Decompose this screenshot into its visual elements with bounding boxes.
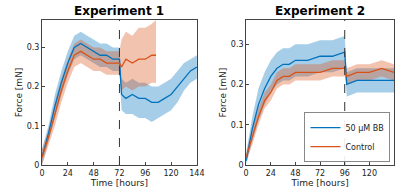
- svg-text:Time [hours]: Time [hours]: [90, 178, 148, 188]
- svg-text:0: 0: [34, 161, 39, 170]
- svg-text:72: 72: [114, 169, 124, 178]
- svg-text:24: 24: [63, 169, 73, 178]
- svg-text:48: 48: [290, 169, 300, 178]
- svg-text:120: 120: [163, 169, 178, 178]
- svg-text:0.2: 0.2: [231, 80, 244, 89]
- svg-text:0.2: 0.2: [27, 82, 40, 91]
- svg-text:48: 48: [89, 169, 99, 178]
- svg-text:72: 72: [315, 169, 325, 178]
- svg-text:0: 0: [238, 161, 243, 170]
- svg-text:0.3: 0.3: [27, 43, 40, 52]
- svg-text:Experiment 1: Experiment 1: [74, 4, 164, 18]
- svg-text:144: 144: [189, 169, 204, 178]
- svg-text:24: 24: [266, 169, 276, 178]
- svg-text:0.1: 0.1: [231, 121, 244, 130]
- svg-text:0.3: 0.3: [231, 40, 244, 49]
- svg-text:Time [hours]: Time [hours]: [290, 178, 348, 188]
- svg-text:96: 96: [340, 169, 350, 178]
- svg-text:Force [mN]: Force [mN]: [218, 68, 228, 118]
- svg-text:96: 96: [140, 169, 150, 178]
- svg-text:0.1: 0.1: [27, 122, 40, 131]
- svg-text:Experiment 2: Experiment 2: [275, 4, 365, 18]
- svg-text:Force [mN]: Force [mN]: [14, 68, 24, 118]
- svg-text:120: 120: [362, 169, 377, 178]
- svg-text:0: 0: [39, 169, 44, 178]
- svg-text:50 μM BB: 50 μM BB: [345, 124, 383, 133]
- svg-text:0: 0: [244, 169, 249, 178]
- svg-text:Control: Control: [345, 143, 374, 152]
